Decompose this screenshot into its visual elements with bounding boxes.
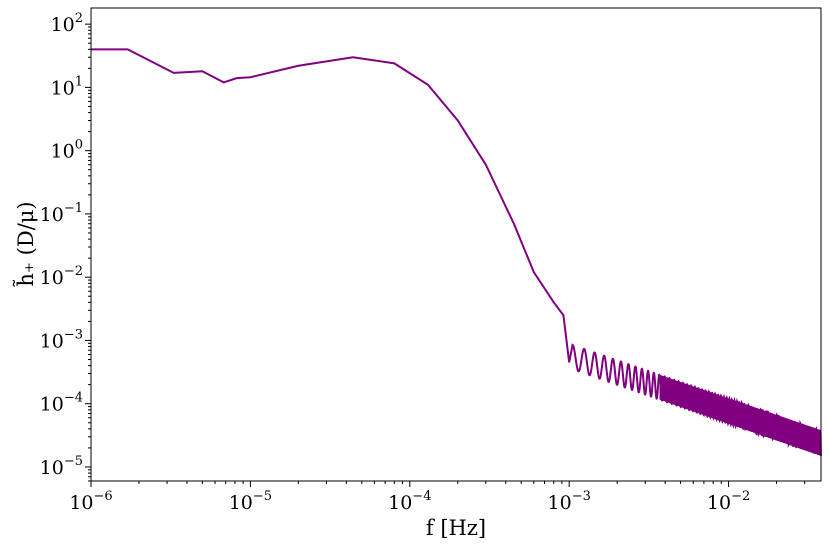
y-tick-label: 102 — [51, 11, 83, 36]
x-axis-label: f [Hz] — [426, 516, 486, 540]
series-line — [91, 48, 822, 456]
x-tick-label: 10−6 — [69, 489, 112, 514]
y-tick-label: 10−1 — [40, 201, 83, 226]
y-axis-label: h̃₊ (D/μ) — [13, 201, 38, 287]
y-tick-label: 100 — [51, 138, 83, 163]
y-tick-label: 10−2 — [40, 264, 83, 289]
y-tick-label: 10−5 — [40, 454, 83, 479]
y-tick-label: 101 — [51, 74, 83, 99]
x-tick-label: 10−5 — [229, 489, 272, 514]
ticks-layer: 10−6 10−5 10−4 10−3 10−2 102 101 100 10−1 10−2 10−… — [40, 11, 806, 514]
y-tick-label: 10−4 — [40, 391, 83, 416]
x-tick-label: 10−2 — [707, 489, 750, 514]
x-tick-label: 10−4 — [388, 489, 431, 514]
y-tick-label: 10−3 — [40, 327, 83, 352]
plot-frame — [90, 7, 822, 482]
x-tick-label: 10−3 — [548, 489, 591, 514]
